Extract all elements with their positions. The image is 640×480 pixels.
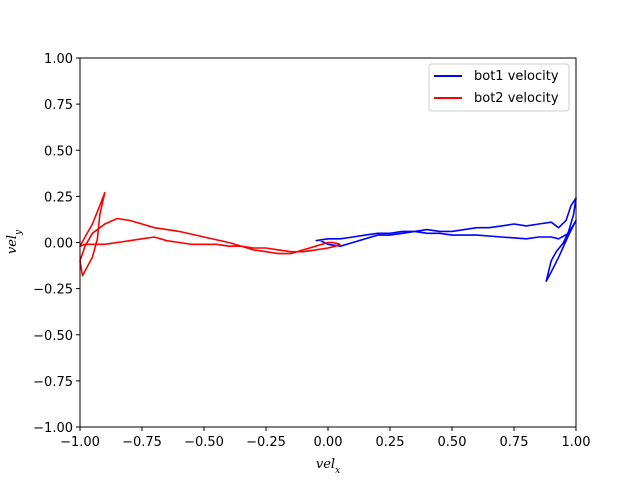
x-tick-label: 0.50 [438,435,467,450]
x-axis-ticks: −1.00 −0.75 −0.50 −0.25 0.00 0.25 0.50 0.75 1.00 [60,427,590,450]
x-tick-label: −0.75 [122,435,162,450]
y-tick-label: 0.25 [44,190,73,205]
x-tick-label: −0.25 [246,435,286,450]
x-tick-label: −0.50 [184,435,224,450]
y-tick-label: −0.50 [33,329,73,344]
y-tick-label: 0.50 [44,144,73,159]
x-axis-label: velx [316,457,340,476]
x-tick-label: 0.00 [314,435,343,450]
x-tick-label: −1.00 [60,435,100,450]
x-tick-label: 1.00 [562,435,591,450]
plot-lines [79,191,577,283]
y-tick-label: 0.75 [44,98,73,113]
y-axis-ticks: −1.00 −0.75 −0.50 −0.25 0.00 0.25 0.50 0.75 1.00 [33,52,80,436]
legend-label-bot1: bot1 velocity [474,69,559,84]
y-tick-label: −1.00 [33,421,73,436]
legend: bot1 velocity bot2 velocity [428,63,570,112]
y-tick-label: −0.75 [33,375,73,390]
series-line-bot1 [315,197,577,283]
y-axis-label: vely [5,229,24,254]
x-tick-label: 0.25 [376,435,405,450]
legend-label-bot2: bot2 velocity [474,91,559,106]
x-tick-label: 0.75 [500,435,529,450]
y-tick-label: 1.00 [44,52,73,67]
legend-box [428,63,570,112]
y-tick-label: 0.00 [44,237,73,252]
y-tick-label: −0.25 [33,283,73,298]
series-line-bot2 [79,191,341,277]
